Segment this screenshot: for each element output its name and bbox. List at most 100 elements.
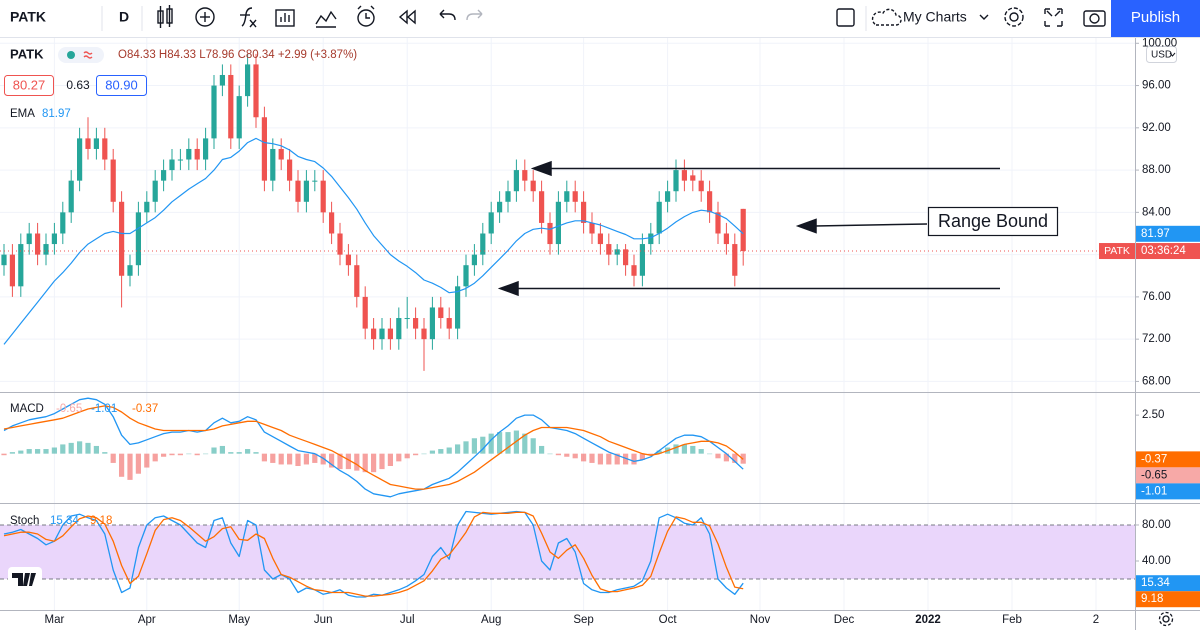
histogram-bar (236, 452, 242, 454)
logo[interactable] (12, 573, 36, 586)
plot-area (0, 38, 1135, 610)
buy-button[interactable] (96, 75, 147, 96)
x-tick-label: 2022 (915, 614, 941, 626)
histogram-bar (135, 453, 141, 474)
histogram-bar (396, 453, 402, 462)
interval-button[interactable]: D (119, 9, 129, 25)
x-tick-label: Apr (138, 614, 156, 626)
layout-button[interactable]: My Charts (903, 9, 967, 25)
toolbar-bg (0, 0, 1200, 37)
replay-button[interactable] (398, 9, 416, 25)
candle-body (413, 318, 419, 329)
histogram-bar (51, 447, 57, 454)
axis-settings-button[interactable] (1158, 611, 1174, 627)
candle-body (623, 249, 629, 266)
chart-type-button[interactable] (157, 5, 173, 28)
histogram-bar (379, 453, 385, 470)
histogram-bar (26, 449, 32, 454)
last-value-label: -0.65 (1141, 469, 1167, 481)
candle-body (43, 244, 49, 255)
histogram-bar (329, 453, 335, 468)
templates-button[interactable] (275, 9, 295, 27)
spread: 0.63 (66, 78, 90, 92)
candle-body (564, 191, 570, 202)
candle-body (261, 117, 267, 181)
x-tick-label: Oct (659, 614, 678, 626)
fullscreen-layout-button[interactable] (836, 8, 855, 27)
toolbar: PATK D My Charts Publish (0, 0, 1200, 38)
candle-body (740, 208, 746, 252)
publish-button[interactable] (1111, 0, 1200, 37)
redo-button[interactable] (466, 9, 483, 21)
histogram-bar (43, 449, 49, 454)
candle-body (68, 180, 74, 213)
currency-label[interactable]: USD (1151, 50, 1172, 61)
candle-body (320, 180, 326, 213)
histogram-bar (471, 438, 477, 454)
histogram-bar (488, 433, 494, 454)
histogram-bar (278, 453, 284, 465)
fullscreen-button[interactable] (1044, 8, 1063, 27)
histogram-bar (732, 453, 738, 463)
chart-style-button[interactable] (315, 10, 337, 28)
histogram-bar (429, 450, 435, 454)
publish-label[interactable]: Publish (1131, 9, 1180, 26)
snapshot-button[interactable] (1083, 10, 1106, 27)
candle-body (60, 212, 66, 234)
candle-body (497, 201, 503, 213)
countdown-label: 03:36:24 (1141, 245, 1186, 257)
settings-button[interactable] (1004, 7, 1024, 27)
ask-price[interactable]: 80.90 (105, 77, 138, 92)
candle-body (371, 328, 377, 340)
candle-body (631, 265, 637, 276)
candle-body (119, 201, 125, 276)
candle-body (488, 212, 494, 234)
band-fill (0, 524, 1135, 580)
candle-body (77, 138, 83, 181)
candle-body (673, 170, 679, 192)
candle-body (387, 328, 393, 340)
candle-body (236, 96, 242, 139)
annotation-text[interactable]: Range Bound (938, 211, 1048, 231)
candle-body (161, 170, 167, 181)
y-tick-label: 76.00 (1142, 291, 1171, 303)
histogram-bar (455, 444, 461, 454)
histogram-bar (77, 441, 83, 454)
indicators-button[interactable] (240, 7, 257, 28)
alert-button[interactable] (357, 5, 375, 27)
stoch-d-legend: 9.18 (90, 515, 112, 527)
macd-hist-legend: -0.65 (56, 403, 82, 415)
histogram-bar (723, 453, 729, 462)
candle-body (665, 191, 671, 202)
x-tick-label: Jun (314, 614, 333, 626)
histogram-bar (85, 442, 91, 454)
currency-button[interactable] (1146, 46, 1177, 63)
histogram-bar (497, 432, 503, 454)
candle-body (102, 138, 108, 160)
candle-body (203, 138, 209, 160)
histogram-bar (606, 453, 612, 465)
candle-body (505, 191, 511, 202)
undo-button[interactable] (439, 9, 456, 21)
candle-body (9, 254, 15, 287)
macd-signal-legend: -0.37 (132, 403, 158, 415)
histogram-bar (539, 445, 545, 454)
histogram-bar (362, 453, 368, 473)
compare-button[interactable] (195, 7, 215, 27)
bid-price[interactable]: 80.27 (13, 77, 46, 92)
symbol-button[interactable]: PATK (10, 9, 46, 25)
annotation-arrow[interactable] (814, 223, 928, 227)
last-value-tag (1136, 451, 1200, 468)
market-status (67, 51, 75, 59)
histogram-bar (337, 453, 343, 470)
sell-button[interactable] (4, 75, 54, 96)
cloud-icon (871, 8, 902, 26)
data-status (83, 51, 93, 59)
histogram-bar (354, 453, 360, 471)
candle-body (539, 191, 545, 223)
stoch-legend-name: Stoch (10, 515, 39, 527)
annotation-box[interactable] (927, 206, 1059, 237)
x-tick-label: Sep (573, 614, 593, 626)
candle-body (429, 307, 435, 340)
macd-legend-name: MACD (10, 403, 44, 415)
